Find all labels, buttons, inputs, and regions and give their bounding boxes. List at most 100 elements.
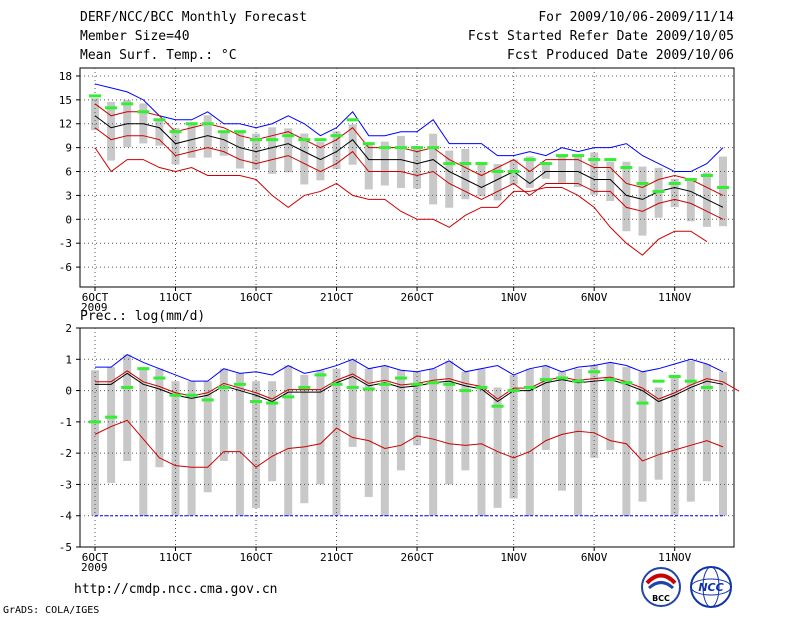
ensemble-bar — [493, 387, 502, 508]
observation-marker — [169, 130, 182, 134]
y-tick-label: 6 — [65, 166, 72, 179]
ensemble-bar — [477, 163, 486, 197]
member-size: Member Size=40 — [80, 29, 190, 44]
x-tick-label: 21OCT — [320, 291, 353, 304]
y-tick-label: 0 — [65, 213, 72, 226]
ensemble-bar — [445, 360, 454, 485]
x-tick-label: 26OCT — [400, 291, 433, 304]
observation-marker — [314, 373, 327, 377]
observation-marker — [233, 382, 246, 386]
observation-marker — [298, 138, 311, 142]
ensemble-bar — [155, 121, 164, 146]
upper-spread-line — [94, 103, 724, 196]
observation-marker — [378, 382, 391, 386]
ensemble-bar — [187, 381, 196, 516]
forecast-period: For 2009/10/06-2009/11/14 — [538, 10, 734, 25]
lower-spread-line — [94, 127, 724, 220]
ensemble-bar — [638, 371, 647, 502]
observation-marker — [411, 382, 424, 386]
ensemble-bar — [348, 124, 357, 165]
observation-marker — [185, 393, 198, 397]
observation-marker — [668, 374, 681, 378]
ensemble-bar — [187, 124, 196, 158]
observation-marker — [443, 382, 456, 386]
x-tick-label: 11OCT — [159, 551, 192, 564]
min-line — [94, 419, 724, 468]
plot-frame — [79, 327, 735, 548]
ensemble-bar — [396, 370, 405, 471]
ensemble-bar — [284, 365, 293, 516]
ncc-logo-text: NCC — [698, 581, 723, 594]
x-tick-label: 16OCT — [239, 551, 272, 564]
observation-marker — [185, 122, 198, 126]
ensemble-bar — [300, 374, 309, 504]
ensemble-bar — [139, 367, 148, 516]
x-tick-label: 11NOV — [658, 291, 691, 304]
observation-marker — [604, 158, 617, 162]
observation-marker — [459, 389, 472, 393]
observation-marker — [604, 378, 617, 382]
observation-marker — [572, 379, 585, 383]
variable-label: Mean Surf. Temp.: °C — [80, 48, 237, 63]
ensemble-bar — [235, 132, 244, 169]
observation-marker — [121, 102, 134, 106]
x-tick-label: 6NOV — [581, 291, 608, 304]
ensemble-bar — [686, 360, 695, 502]
observation-marker — [700, 385, 713, 389]
x-tick-label: 26OCT — [400, 551, 433, 564]
x-tick-sublabel: 2009 — [81, 301, 108, 314]
y-tick-label: 15 — [59, 94, 72, 107]
observation-marker — [443, 162, 456, 166]
x-tick-label: 1NOV — [500, 291, 527, 304]
observation-marker — [427, 146, 440, 150]
observation-marker — [282, 134, 295, 138]
ensemble-bar — [300, 133, 309, 185]
observation-marker — [684, 379, 697, 383]
ensemble-bar — [557, 371, 566, 491]
ensemble-bar — [606, 161, 615, 201]
observation-marker — [362, 142, 375, 146]
ensemble-bar — [557, 155, 566, 184]
ensemble-bar — [155, 368, 164, 468]
ensemble-bar — [719, 156, 727, 227]
plot-frame — [79, 67, 735, 288]
mean-line — [95, 372, 724, 403]
observation-marker — [233, 130, 246, 134]
ensemble-bar — [380, 365, 389, 516]
x-tick-label: 1NOV — [500, 551, 527, 564]
ensemble-bar — [686, 178, 695, 222]
observation-marker — [491, 170, 504, 174]
observation-marker — [217, 385, 230, 389]
ensemble-bar — [622, 367, 631, 516]
ensemble-bar — [284, 128, 293, 173]
observation-marker — [555, 154, 568, 158]
x-tick-label: 11OCT — [159, 291, 192, 304]
ensemble-bar — [219, 130, 228, 156]
x-tick-label: 6OCT — [82, 291, 109, 304]
ensemble-bar — [574, 368, 583, 516]
max-line — [95, 354, 724, 382]
x-tick-label: 11NOV — [658, 551, 691, 564]
bcc-logo: BCC — [641, 567, 681, 607]
observation-marker — [330, 134, 343, 138]
x-tick-label: 21OCT — [320, 551, 353, 564]
x-tick-label: 6OCT — [82, 551, 109, 564]
mean-line — [94, 115, 724, 208]
ensemble-bar — [541, 365, 550, 451]
ensemble-bar — [348, 359, 357, 447]
y-tick-label: 18 — [59, 70, 72, 83]
ensemble-bar — [461, 371, 470, 471]
ensemble-bar — [123, 354, 132, 461]
observation-marker — [330, 382, 343, 386]
observation-marker — [266, 401, 279, 405]
observation-marker — [394, 376, 407, 380]
ensemble-bar — [477, 368, 486, 516]
ensemble-bar — [268, 127, 277, 174]
y-tick-label: -3 — [59, 478, 72, 491]
min-line — [94, 147, 708, 256]
observation-marker — [105, 415, 118, 419]
y-tick-label: -4 — [59, 510, 73, 523]
y-tick-label: -1 — [59, 416, 72, 429]
ensemble-bar — [171, 128, 180, 165]
